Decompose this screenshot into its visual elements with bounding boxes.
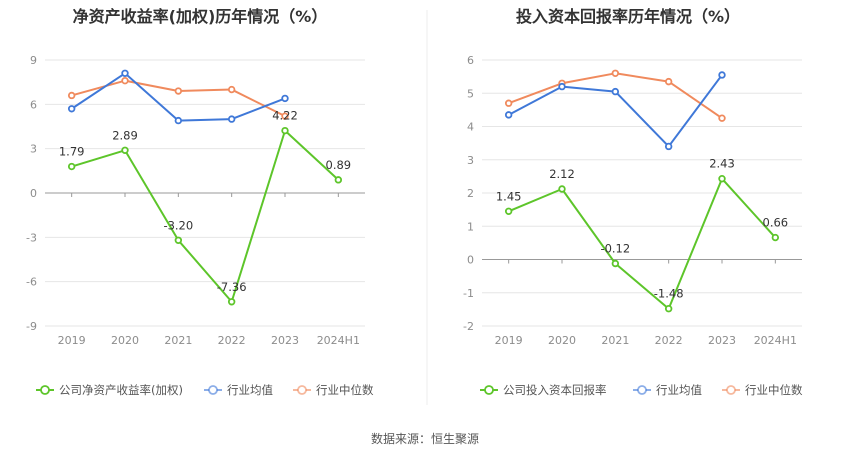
x-tick-label: 2024H1 <box>754 334 797 347</box>
data-label: -0.12 <box>600 241 630 255</box>
data-point <box>718 175 726 183</box>
data-point <box>504 207 513 215</box>
series-line-0 <box>71 129 340 303</box>
data-point <box>664 77 673 86</box>
data-point <box>771 233 780 242</box>
y-tick-label: 9 <box>30 54 37 67</box>
data-point <box>611 69 620 77</box>
data-label: 0.89 <box>326 158 352 172</box>
data-point <box>227 85 236 94</box>
y-tick-label: 6 <box>467 54 474 67</box>
y-tick-label: 4 <box>467 121 474 134</box>
legend-marker <box>297 385 307 395</box>
data-point <box>67 162 76 171</box>
x-tick-label: 2021 <box>164 334 192 347</box>
y-tick-label: 0 <box>467 254 474 267</box>
data-label: 1.45 <box>496 189 522 203</box>
data-point <box>504 99 513 107</box>
data-point <box>718 114 726 122</box>
legend-label: 公司投入资本回报率 <box>503 383 607 397</box>
data-point <box>121 69 129 77</box>
data-point <box>611 259 620 268</box>
data-label: -7.36 <box>217 280 247 294</box>
data-point <box>558 82 566 91</box>
y-tick-label: 6 <box>30 98 37 111</box>
x-tick-label: 2020 <box>111 334 139 347</box>
data-label: -1.48 <box>654 287 684 301</box>
x-tick-label: 2023 <box>271 334 299 347</box>
y-tick-label: -1 <box>463 287 474 300</box>
y-tick-label: -2 <box>463 320 474 333</box>
legend-marker <box>208 385 218 395</box>
legend-label: 行业均值 <box>227 383 273 397</box>
chart-title: 净资产收益率(加权)历年情况（%） <box>73 7 328 26</box>
data-point <box>664 305 673 313</box>
data-label: 4.22 <box>272 109 298 123</box>
x-tick-label: 2019 <box>58 334 86 347</box>
legend-marker <box>726 385 736 395</box>
data-point <box>718 71 726 79</box>
y-tick-label: 5 <box>467 87 474 100</box>
legend-label: 行业中位数 <box>316 383 374 397</box>
data-label: 2.12 <box>549 167 575 181</box>
data-point <box>281 94 289 103</box>
data-point <box>67 91 76 100</box>
series-line-0 <box>508 177 777 310</box>
legend-label: 公司净资产收益率(加权) <box>59 383 183 397</box>
data-label: 1.79 <box>59 145 85 159</box>
x-tick-label: 2024H1 <box>317 334 360 347</box>
y-tick-label: 3 <box>467 154 474 167</box>
legend-label: 行业中位数 <box>745 383 803 397</box>
data-point <box>281 126 289 135</box>
data-label: -3.20 <box>163 218 193 232</box>
legend-label: 行业均值 <box>656 383 702 397</box>
series-line-1 <box>71 72 286 122</box>
data-point <box>558 185 566 193</box>
data-point <box>174 236 183 244</box>
data-point <box>121 146 129 154</box>
x-tick-label: 2022 <box>218 334 246 347</box>
x-tick-label: 2021 <box>601 334 629 347</box>
x-tick-label: 2020 <box>548 334 576 347</box>
chart-title: 投入资本回报率历年情况（%） <box>516 7 740 26</box>
y-tick-label: 2 <box>467 187 474 200</box>
x-tick-label: 2019 <box>495 334 523 347</box>
data-point <box>121 76 129 85</box>
series-line-1 <box>508 74 723 148</box>
data-point <box>227 115 236 123</box>
y-tick-label: 0 <box>30 187 37 200</box>
y-tick-label: -6 <box>26 276 37 289</box>
y-tick-label: -9 <box>26 320 37 333</box>
legend-marker <box>40 385 50 395</box>
chart-panel-1: 净资产收益率(加权)历年情况（%） -9 -6 -3 0 3 6 9 2019 2020 2021 2… <box>26 7 374 397</box>
data-point <box>281 112 289 120</box>
data-point <box>174 116 183 125</box>
data-label: 2.89 <box>112 128 138 142</box>
data-point <box>504 111 513 119</box>
data-label: 0.66 <box>763 216 789 230</box>
legend-marker <box>484 385 494 395</box>
data-source: 数据来源：恒生聚源 <box>371 431 479 446</box>
data-point <box>664 142 673 151</box>
y-tick-label: -3 <box>26 231 37 244</box>
series-line-2 <box>508 72 723 120</box>
data-point <box>227 298 236 306</box>
y-tick-label: 1 <box>467 220 474 233</box>
y-tick-label: 3 <box>30 143 37 156</box>
legend-marker <box>637 385 647 395</box>
data-point <box>67 105 76 113</box>
x-tick-label: 2023 <box>708 334 736 347</box>
chart-panel-2: 投入资本回报率历年情况（%） -2 -1 0 1 2 3 4 5 6 2019 2020 2021 202… <box>463 7 803 397</box>
data-label: 2.43 <box>709 157 735 171</box>
data-point <box>174 87 183 95</box>
x-tick-label: 2022 <box>655 334 683 347</box>
data-point <box>334 176 343 184</box>
data-point <box>611 87 620 96</box>
